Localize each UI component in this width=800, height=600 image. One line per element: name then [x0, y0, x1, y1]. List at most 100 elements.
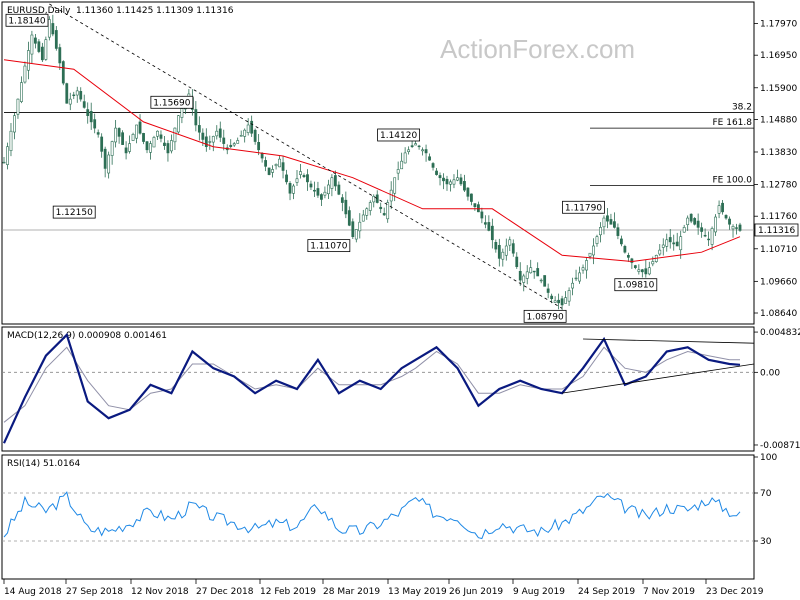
- candle-body: [333, 175, 337, 187]
- x-tick-label: 12 Nov 2018: [131, 587, 189, 597]
- candle-body: [651, 261, 655, 265]
- price-label: 1.15690: [153, 98, 190, 108]
- candle-body: [152, 137, 156, 148]
- macd-trendline: [562, 363, 755, 394]
- candle-body: [145, 141, 149, 151]
- candle-body: [421, 149, 424, 152]
- candle-body: [9, 130, 13, 151]
- price-levels: 38.2 FE 161.8 FE 100.0: [2, 103, 754, 231]
- price-label-box: [523, 309, 567, 323]
- candle-body: [675, 241, 679, 247]
- candle-body: [393, 177, 397, 194]
- candle-body: [623, 246, 627, 253]
- candle-body: [260, 153, 264, 159]
- candle-body: [672, 242, 676, 245]
- candle-body: [511, 243, 515, 254]
- candle-body: [428, 156, 431, 161]
- candle-body: [613, 221, 616, 228]
- candle-body: [602, 217, 606, 228]
- y-tick-label: 1.09660: [760, 277, 797, 287]
- candle-body: [504, 245, 508, 256]
- candle-body: [640, 269, 644, 273]
- candle-body: [309, 183, 313, 188]
- candle-body: [177, 115, 180, 133]
- rsi-y-tick-label: 70: [760, 489, 772, 499]
- price-label: 1.14120: [380, 131, 417, 141]
- candle-body: [633, 265, 637, 269]
- candle-body: [567, 290, 571, 302]
- candle-body: [724, 215, 728, 219]
- price-label-box: [614, 278, 658, 292]
- candle-body: [86, 109, 90, 116]
- candle-body: [159, 134, 163, 139]
- candle-body: [250, 120, 254, 134]
- candle-body: [13, 115, 16, 133]
- candle-body: [65, 83, 69, 104]
- candle-body: [208, 141, 212, 143]
- candle-body: [103, 148, 107, 169]
- x-tick-label: 14 Aug 2018: [4, 587, 62, 597]
- candle-body: [483, 222, 487, 225]
- candle-body: [347, 210, 351, 226]
- candle-body: [581, 267, 585, 271]
- candle-body: [313, 189, 316, 192]
- candle-body: [142, 133, 145, 142]
- y-tick-label: 1.10710: [760, 245, 797, 255]
- macd-y-axis: 0.004832 0.00 -0.008718: [754, 328, 800, 451]
- candle-body: [236, 140, 240, 144]
- candle-body: [731, 226, 735, 230]
- candle-body: [135, 124, 138, 139]
- candle-body: [33, 37, 37, 44]
- candle-body: [211, 136, 215, 143]
- candle-body: [407, 149, 411, 153]
- candle-body: [424, 149, 428, 154]
- candle-body: [107, 154, 111, 174]
- price-panel: [1, 1, 755, 325]
- candle-body: [128, 143, 131, 152]
- candle-body: [30, 34, 34, 55]
- price-label: 1.12150: [56, 208, 93, 218]
- candle-body: [89, 111, 93, 123]
- candle-body: [93, 119, 97, 129]
- y-tick-label: 1.16950: [760, 51, 797, 61]
- candle-body: [382, 213, 386, 216]
- x-tick-label: 24 Sep 2019: [578, 587, 635, 597]
- candle-body: [271, 169, 274, 173]
- macd-line: [2, 332, 741, 444]
- candle-body: [295, 178, 299, 183]
- macd-trendline: [583, 338, 755, 344]
- macd-y-tick-label: 0.004832: [760, 328, 800, 338]
- candle-body: [449, 181, 452, 185]
- rsi-y-tick-label: 30: [760, 537, 772, 547]
- fib-level-label: 38.2: [732, 103, 752, 113]
- candle-body: [285, 174, 288, 183]
- candle-body: [536, 268, 540, 277]
- candle-body: [431, 163, 435, 168]
- candle-body: [20, 82, 23, 102]
- candle-body: [515, 256, 519, 267]
- candle-body: [131, 134, 135, 141]
- candle-body: [229, 144, 233, 148]
- candle-body: [44, 39, 48, 60]
- candle-body: [323, 191, 327, 196]
- candle-body: [574, 277, 578, 280]
- candle-body: [239, 135, 243, 137]
- rsi-y-axis: 100 70 30: [754, 453, 777, 547]
- candle-body: [721, 202, 724, 213]
- price-label-box: [52, 205, 96, 219]
- price-overlays: [3, 3, 741, 309]
- candle-body: [40, 46, 44, 61]
- candle-body: [75, 90, 79, 96]
- price-label: 1.11070: [310, 242, 347, 252]
- candle-body: [197, 125, 201, 133]
- candle-body: [626, 254, 630, 258]
- moving-average-line: [3, 59, 741, 263]
- watermark: ActionForex.com: [440, 34, 635, 64]
- y-tick-label: 1.11760: [760, 212, 797, 222]
- candle-body: [525, 271, 529, 279]
- candle-body: [703, 234, 707, 237]
- candle-body: [644, 268, 648, 275]
- chart-symbol: EURUSD,Daily: [7, 6, 71, 16]
- candle-body: [124, 147, 128, 154]
